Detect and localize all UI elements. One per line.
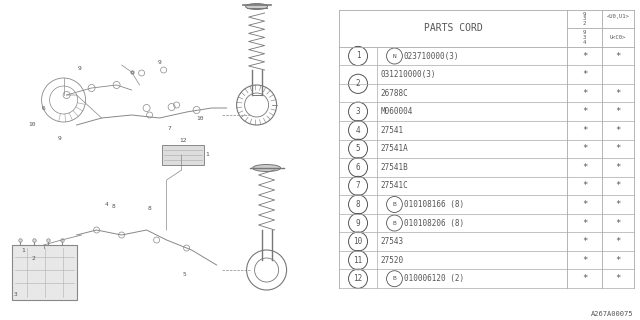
Text: *: *: [582, 144, 588, 153]
Text: B: B: [392, 276, 396, 281]
Text: 7: 7: [168, 125, 172, 131]
Text: 6: 6: [42, 106, 45, 110]
Text: 6: 6: [356, 163, 360, 172]
Text: *: *: [615, 237, 621, 246]
Text: 9
3
4: 9 3 4: [583, 30, 586, 44]
Text: 010108206 (8): 010108206 (8): [404, 219, 464, 228]
Text: 8: 8: [112, 204, 115, 210]
Text: 27543: 27543: [380, 237, 403, 246]
Ellipse shape: [246, 4, 268, 10]
Text: *: *: [615, 107, 621, 116]
Text: 010006120 (2): 010006120 (2): [404, 274, 464, 283]
Text: *: *: [615, 200, 621, 209]
Text: *: *: [582, 256, 588, 265]
Text: *: *: [582, 237, 588, 246]
Text: *: *: [582, 70, 588, 79]
Text: 3: 3: [356, 107, 360, 116]
Text: *: *: [582, 107, 588, 116]
Text: 27541C: 27541C: [380, 181, 408, 190]
Text: *: *: [615, 256, 621, 265]
Text: 010108166 (8): 010108166 (8): [404, 200, 464, 209]
Text: 1: 1: [22, 247, 26, 252]
Text: 9: 9: [77, 66, 81, 70]
Text: 2: 2: [32, 255, 35, 260]
Text: 27541B: 27541B: [380, 163, 408, 172]
Text: B: B: [392, 220, 396, 226]
Text: *: *: [615, 274, 621, 283]
Text: 023710000(3): 023710000(3): [404, 52, 460, 60]
Text: *: *: [615, 163, 621, 172]
Text: 9: 9: [58, 135, 61, 140]
Text: 1: 1: [356, 52, 360, 60]
Text: 3: 3: [13, 292, 17, 298]
Text: PARTS CORD: PARTS CORD: [424, 23, 483, 33]
Text: 9
3
2: 9 3 2: [583, 12, 586, 26]
Text: *: *: [582, 274, 588, 283]
Text: 12: 12: [179, 138, 186, 142]
Text: 27520: 27520: [380, 256, 403, 265]
Text: 9: 9: [157, 60, 161, 65]
Text: 4: 4: [105, 203, 108, 207]
Text: 7: 7: [356, 181, 360, 190]
Text: 8: 8: [148, 205, 152, 211]
Text: 1: 1: [205, 153, 209, 157]
Text: *: *: [615, 181, 621, 190]
Text: B: B: [392, 202, 396, 207]
Bar: [161, 145, 204, 165]
Text: *: *: [582, 89, 588, 98]
Text: *: *: [582, 181, 588, 190]
Text: U<C0>: U<C0>: [610, 35, 626, 40]
Text: 2: 2: [356, 79, 360, 88]
Text: 5: 5: [356, 144, 360, 153]
Text: *: *: [582, 219, 588, 228]
Text: 5: 5: [183, 273, 186, 277]
Text: 26788C: 26788C: [380, 89, 408, 98]
Text: 11: 11: [353, 256, 363, 265]
Text: 27541A: 27541A: [380, 144, 408, 153]
Text: *: *: [615, 144, 621, 153]
Text: *: *: [582, 52, 588, 60]
Text: *: *: [582, 163, 588, 172]
Text: *: *: [615, 52, 621, 60]
Text: 8: 8: [356, 200, 360, 209]
Text: 10: 10: [28, 123, 35, 127]
Text: 10: 10: [196, 116, 204, 121]
Text: 12: 12: [353, 274, 363, 283]
Text: 9: 9: [356, 219, 360, 228]
Text: N: N: [392, 53, 396, 59]
Text: *: *: [615, 89, 621, 98]
Bar: [12, 245, 77, 300]
Text: <U0,U1>: <U0,U1>: [607, 13, 629, 19]
Text: 4: 4: [356, 126, 360, 135]
Text: M060004: M060004: [380, 107, 413, 116]
Text: 27541: 27541: [380, 126, 403, 135]
Ellipse shape: [253, 164, 280, 172]
Text: *: *: [615, 219, 621, 228]
Text: *: *: [582, 200, 588, 209]
Text: *: *: [615, 126, 621, 135]
Text: 10: 10: [353, 237, 363, 246]
Text: *: *: [582, 126, 588, 135]
Text: A267A00075: A267A00075: [591, 311, 634, 317]
Text: 031210000(3): 031210000(3): [380, 70, 436, 79]
